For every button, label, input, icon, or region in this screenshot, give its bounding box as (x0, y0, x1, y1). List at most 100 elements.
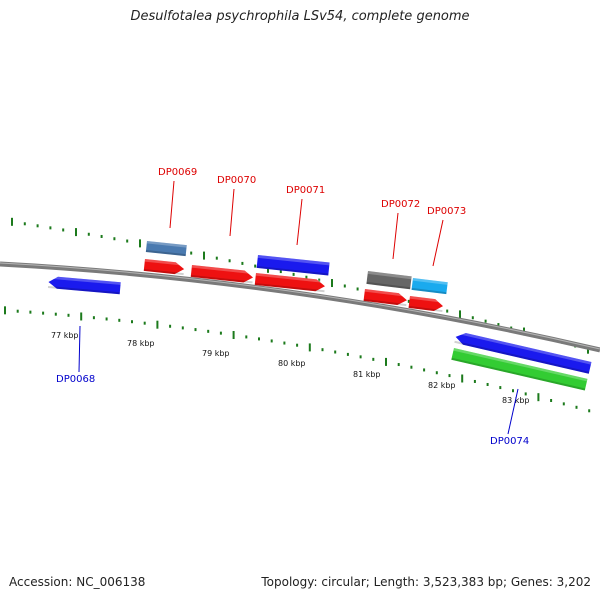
scale-tick (215, 256, 218, 260)
gene-label-dp0071[interactable]: DP0071 (286, 185, 325, 196)
scale-tick (80, 312, 83, 321)
scale-tick (372, 357, 375, 361)
scale-tick (219, 331, 222, 335)
scale-tick (588, 409, 591, 413)
gene-label-dp0069[interactable]: DP0069 (158, 167, 197, 178)
scale-label: 80 kbp (278, 359, 306, 368)
scale-tick (283, 341, 286, 345)
gene-label-dp0068[interactable]: DP0068 (56, 374, 95, 385)
feature-dp0071-blue (256, 255, 330, 276)
label-leader-line (169, 180, 175, 229)
scale-tick (459, 310, 461, 319)
scale-tick (296, 343, 299, 347)
scale-tick (308, 343, 311, 352)
accession-text: Accession: NC_006138 (9, 575, 146, 589)
scale-label: 82 kbp (428, 381, 456, 390)
gene-feature-dp0072 (366, 271, 412, 290)
gene-feature-dp0070 (190, 264, 254, 284)
scale-tick (356, 287, 359, 291)
tick-row-lower (4, 306, 591, 413)
gene-feature-dp0071 (254, 272, 326, 293)
scale-tick (228, 259, 231, 263)
scale-tick (448, 374, 451, 378)
gene-label-dp0074[interactable]: DP0074 (490, 436, 529, 447)
scale-tick (321, 348, 324, 352)
scale-tick (397, 363, 400, 367)
label-leader-line (78, 325, 81, 373)
scale-tick (331, 279, 333, 288)
scale-tick (499, 386, 502, 390)
scale-tick (194, 328, 197, 332)
gene-labels: DP0068 DP0069 DP0070 DP0071 DP0072 DP0073 DP00… (56, 167, 529, 447)
scale-tick (181, 326, 184, 330)
scale-tick (67, 313, 70, 317)
label-leader-line (432, 219, 444, 267)
scale-tick (575, 405, 578, 409)
scale-tick (156, 320, 159, 329)
scale-tick (343, 284, 346, 288)
scale-tick (385, 357, 387, 366)
scale-tick (143, 321, 146, 325)
scale-tick (62, 228, 65, 232)
scale-tick (258, 337, 260, 341)
gene-label-dp0073[interactable]: DP0073 (427, 206, 466, 217)
label-leader-line (229, 188, 235, 237)
gene-label-dp0070[interactable]: DP0070 (217, 175, 256, 186)
scale-tick (113, 237, 116, 241)
scale-tick (292, 272, 295, 276)
scale-tick (16, 309, 19, 313)
scale-tick (423, 368, 426, 372)
genome-backbone (0, 261, 600, 353)
scale-label: 81 kbp (353, 370, 381, 379)
scale-tick (92, 316, 95, 320)
scale-tick (23, 222, 26, 226)
scale-tick (270, 339, 273, 343)
scale-tick (118, 318, 121, 322)
scale-tick (42, 311, 45, 315)
scale-tick (241, 261, 244, 265)
scale-label: 78 kbp (127, 339, 155, 348)
scale-tick (562, 402, 565, 406)
scale-tick (100, 234, 103, 238)
label-leader-line (392, 212, 399, 260)
scale-tick (49, 226, 52, 230)
scale-tick (279, 270, 282, 274)
label-leader-line (507, 388, 519, 435)
scale-tick (446, 309, 449, 313)
scale-label: 79 kbp (202, 349, 230, 358)
scale-tick (126, 239, 129, 243)
feature-dp0074-green (451, 348, 588, 391)
scale-tick (318, 278, 321, 282)
scale-tick (54, 312, 57, 316)
scale-tick (334, 350, 337, 354)
feature-dp0073-red (408, 296, 444, 313)
scale-tick (245, 335, 248, 339)
scale-tick (105, 317, 108, 321)
feature-dp0069-red (143, 258, 185, 276)
feature-dp0072-red (363, 289, 408, 307)
scale-tick (75, 228, 77, 237)
label-leader-line (296, 198, 303, 246)
scale-tick (497, 323, 500, 327)
scale-tick (87, 232, 90, 236)
scale-tick (131, 320, 133, 324)
scale-tick (29, 310, 32, 314)
scale-tick (139, 239, 141, 248)
scale-tick (473, 379, 476, 383)
scale-tick (359, 355, 362, 359)
scale-tick (486, 382, 489, 386)
scale-tick (232, 331, 235, 340)
map-title: Desulfotalea psychrophila LSv54, complet… (130, 9, 470, 24)
scale-tick (550, 398, 553, 402)
gene-label-dp0072[interactable]: DP0072 (381, 199, 420, 210)
gene-feature-dp0069 (145, 241, 187, 257)
scale-tick (203, 251, 205, 260)
scale-tick (471, 316, 474, 320)
gene-features (47, 241, 592, 391)
scale-tick (254, 264, 257, 268)
scale-tick (461, 374, 464, 383)
scale-tick (484, 319, 487, 323)
scale-tick (190, 251, 193, 255)
scale-tick (36, 224, 39, 228)
